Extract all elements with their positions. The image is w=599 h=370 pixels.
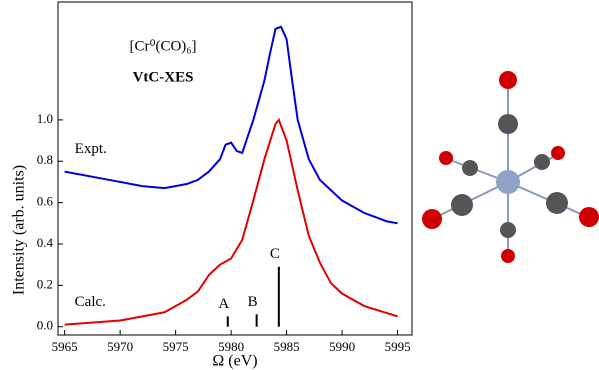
y-axis-label: Intensity (arb. units) xyxy=(11,165,28,295)
plot-frame xyxy=(58,2,412,335)
y-tick-label: 0.2 xyxy=(37,276,53,291)
stick-label: C xyxy=(270,246,280,262)
x-tick-label: 5975 xyxy=(163,339,189,354)
y-tick-label: 0.6 xyxy=(37,194,54,209)
chart: [Cr⁰(CO)₆] VtC-XES Ω (eV) Intensity (arb… xyxy=(0,0,599,370)
x-tick-label: 5985 xyxy=(274,339,300,354)
x-tick-label: 5970 xyxy=(107,339,133,354)
x-tick-label: 5965 xyxy=(52,339,78,354)
stick-label: B xyxy=(248,294,258,310)
x-tick-label: 5995 xyxy=(385,339,411,354)
series-label: Calc. xyxy=(75,294,106,310)
y-tick-label: 1.0 xyxy=(37,111,53,126)
series-line xyxy=(65,27,398,223)
series-label: Expt. xyxy=(75,141,107,157)
y-tick-label: 0.0 xyxy=(37,318,53,333)
chart-subtitle: [Cr⁰(CO)₆] xyxy=(129,38,196,54)
chart-title: VtC-XES xyxy=(133,69,194,85)
x-tick-label: 5980 xyxy=(218,339,244,354)
stick-label: A xyxy=(218,296,229,312)
series-line xyxy=(65,120,398,325)
y-tick-label: 0.4 xyxy=(37,235,54,250)
x-axis-label: Ω (eV) xyxy=(212,353,257,370)
x-tick-label: 5990 xyxy=(329,339,355,354)
molecule xyxy=(422,71,599,263)
y-tick-label: 0.8 xyxy=(37,152,53,167)
